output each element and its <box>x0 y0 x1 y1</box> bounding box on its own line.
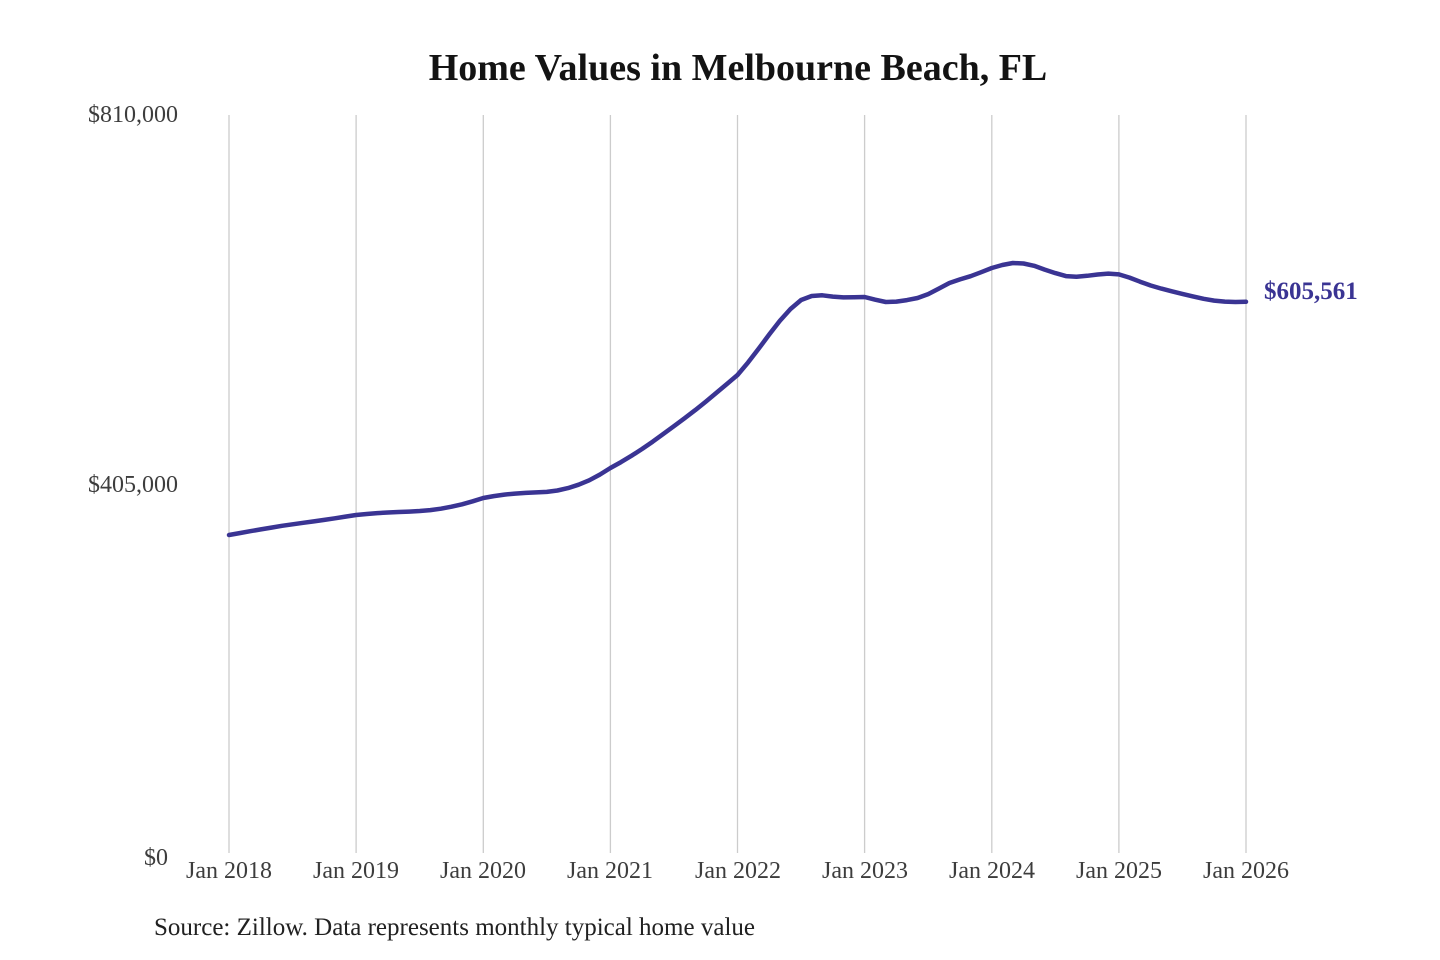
y-tick-0: $0 <box>144 845 168 871</box>
x-tick-jan-2022: Jan 2022 <box>695 858 781 884</box>
x-tick-jan-2018: Jan 2018 <box>186 858 272 884</box>
y-tick-405000: $405,000 <box>88 472 178 498</box>
x-tick-jan-2025: Jan 2025 <box>1076 858 1162 884</box>
x-tick-jan-2019: Jan 2019 <box>313 858 399 884</box>
end-value-label: $605,561 <box>1264 278 1358 305</box>
y-tick-810000: $810,000 <box>88 102 178 128</box>
chart-title: Home Values in Melbourne Beach, FL <box>428 47 1048 89</box>
x-tick-jan-2023: Jan 2023 <box>822 858 908 884</box>
source-note: Source: Zillow. Data represents monthly … <box>154 914 755 941</box>
x-tick-jan-2024: Jan 2024 <box>949 858 1035 884</box>
value-line <box>226 260 1249 538</box>
x-tick-jan-2020: Jan 2020 <box>440 858 526 884</box>
x-tick-jan-2026: Jan 2026 <box>1203 858 1289 884</box>
x-tick-jan-2021: Jan 2021 <box>567 858 653 884</box>
